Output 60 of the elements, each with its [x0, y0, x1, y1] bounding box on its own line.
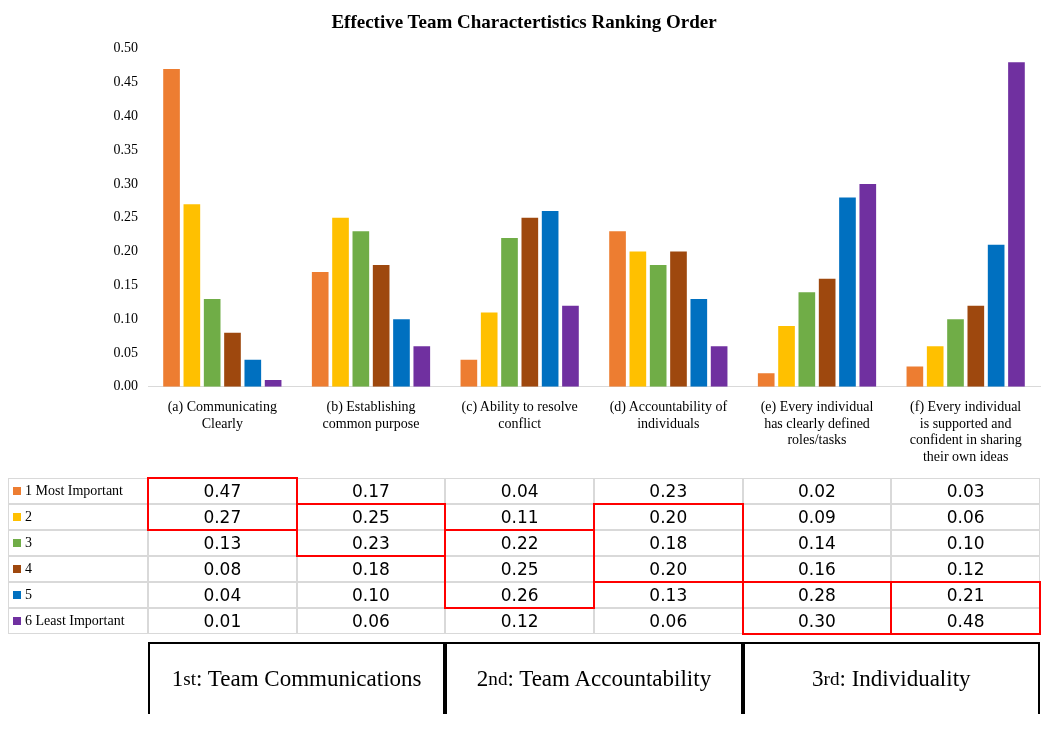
y-tick-label: 0.45: [113, 74, 138, 90]
y-tick-label: 0.40: [113, 108, 138, 124]
data-label: 0.12: [891, 556, 1040, 582]
data-label: 0.16: [742, 556, 892, 582]
legend-label: 6 Least Important: [25, 613, 125, 629]
data-label: 0.14: [742, 530, 892, 556]
data-label: 0.13: [148, 530, 297, 556]
y-tick-label: 0.05: [113, 344, 138, 360]
data-label: 0.30: [742, 608, 892, 634]
y-tick-label: 0.35: [113, 141, 138, 157]
data-label: 0.06: [593, 608, 743, 634]
legend-label: 5: [25, 587, 32, 603]
data-label: 0.04: [148, 582, 297, 608]
data-label: 0.27: [148, 504, 297, 530]
data-label: 0.10: [296, 582, 446, 608]
data-label: 0.02: [742, 478, 892, 504]
y-tick-label: 0.25: [113, 209, 138, 225]
data-label: 0.23: [296, 530, 446, 556]
data-label: 0.25: [445, 556, 594, 582]
data-label: 0.20: [593, 504, 743, 530]
data-label: 0.10: [891, 530, 1040, 556]
data-label: 0.21: [891, 582, 1040, 608]
chart-title: Effective Team Charactertistics Ranking Order: [331, 11, 718, 33]
data-label: 0.18: [593, 530, 743, 556]
data-label: 0.03: [891, 478, 1040, 504]
data-label: 0.23: [593, 478, 743, 504]
data-label: 0.26: [445, 582, 594, 608]
data-label: 0.09: [742, 504, 892, 530]
data-label: 0.04: [445, 478, 594, 504]
data-label: 0.47: [148, 478, 297, 504]
data-label: 0.48: [891, 608, 1040, 634]
x-tick-label: (d) Accountability of individuals: [609, 398, 728, 431]
data-label: 0.06: [891, 504, 1040, 530]
data-label: 0.17: [296, 478, 446, 504]
data-label: 0.08: [148, 556, 297, 582]
data-label: 0.01: [148, 608, 297, 634]
data-label: 0.13: [593, 582, 743, 608]
legend-label: 4: [25, 561, 32, 577]
y-tick-label: 0.30: [113, 175, 138, 191]
y-tick-label: 0.50: [113, 40, 138, 56]
data-label: 0.20: [593, 556, 743, 582]
legend-label: 2: [25, 509, 32, 525]
data-label: 0.06: [296, 608, 446, 634]
y-tick-label: 0.00: [113, 378, 138, 394]
y-tick-label: 0.15: [113, 277, 138, 293]
data-label: 0.22: [445, 530, 594, 556]
x-tick-label: (b) Establishing common purpose: [322, 398, 420, 431]
x-tick-label: (f) Every individual is supported and confident in sharing their own ideas: [909, 398, 1022, 465]
data-label: 0.28: [742, 582, 892, 608]
x-tick-label: (c) Ability to resolve conflict: [461, 398, 578, 431]
data-label: 0.12: [445, 608, 594, 634]
y-tick-label: 0.10: [113, 310, 138, 326]
legend-label: 3: [25, 535, 32, 551]
data-label: 0.18: [296, 556, 446, 582]
y-tick-label: 0.20: [113, 243, 138, 259]
legend-label: 1 Most Important: [25, 483, 123, 499]
data-label: 0.25: [296, 504, 446, 530]
x-tick-label: (a) Communicating Clearly: [167, 398, 277, 431]
data-label: 0.11: [445, 504, 594, 530]
x-tick-label: (e) Every individual has clearly defined roles/tasks: [760, 398, 874, 448]
